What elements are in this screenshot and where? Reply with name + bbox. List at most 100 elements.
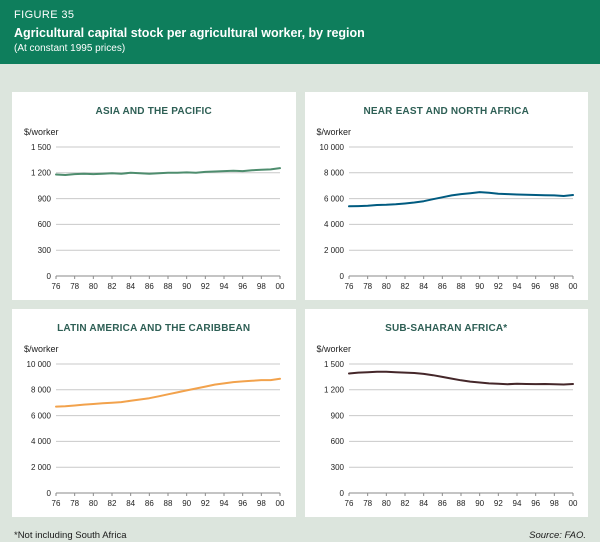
svg-text:4 000: 4 000 xyxy=(31,437,52,446)
svg-text:76: 76 xyxy=(344,499,353,508)
svg-text:92: 92 xyxy=(493,499,502,508)
y-axis-label: $/worker xyxy=(24,344,59,354)
svg-text:10 000: 10 000 xyxy=(27,360,52,369)
svg-text:98: 98 xyxy=(257,282,266,291)
svg-text:82: 82 xyxy=(400,282,409,291)
svg-text:78: 78 xyxy=(70,499,79,508)
svg-text:2 000: 2 000 xyxy=(323,246,344,255)
svg-text:84: 84 xyxy=(419,282,428,291)
svg-text:00: 00 xyxy=(276,282,285,291)
svg-text:94: 94 xyxy=(512,282,521,291)
figure-title: Agricultural capital stock per agricultu… xyxy=(14,26,365,40)
svg-text:88: 88 xyxy=(164,282,173,291)
svg-text:00: 00 xyxy=(276,499,285,508)
svg-text:80: 80 xyxy=(381,499,390,508)
svg-text:1 200: 1 200 xyxy=(31,169,52,178)
svg-text:80: 80 xyxy=(89,499,98,508)
figure-footer: *Not including South Africa Source: FAO. xyxy=(0,517,600,541)
chart-title: NEAR EAST AND NORTH AFRICA xyxy=(363,106,530,117)
y-axis-label: $/worker xyxy=(24,127,59,137)
svg-text:90: 90 xyxy=(475,499,484,508)
svg-text:82: 82 xyxy=(108,282,117,291)
svg-text:98: 98 xyxy=(257,499,266,508)
footnote: *Not including South Africa xyxy=(14,530,127,541)
svg-text:90: 90 xyxy=(182,282,191,291)
svg-text:00: 00 xyxy=(568,499,577,508)
svg-text:84: 84 xyxy=(419,499,428,508)
svg-text:600: 600 xyxy=(38,220,52,229)
svg-text:90: 90 xyxy=(182,499,191,508)
svg-text:1 200: 1 200 xyxy=(323,386,344,395)
svg-text:86: 86 xyxy=(145,499,154,508)
svg-text:96: 96 xyxy=(238,282,247,291)
sub-saharan-africa-line-chart: 0 300 600 900 1 200 1 500 76 78 80 82 84 86 88 90 92 94… xyxy=(323,360,577,508)
figure-header: FIGURE 35 Agricultural capital stock per… xyxy=(0,0,600,64)
chart-title: LATIN AMERICA AND THE CARIBBEAN xyxy=(57,323,251,334)
chart-panel-asia-pacific: ASIA AND THE PACIFIC $/worker 0 300 600 900… xyxy=(12,92,296,300)
svg-text:10 000: 10 000 xyxy=(319,143,344,152)
chart-panel-near-east-north-africa: NEAR EAST AND NORTH AFRICA $/worker 0 2 0… xyxy=(304,92,588,300)
svg-text:78: 78 xyxy=(363,499,372,508)
svg-text:94: 94 xyxy=(512,499,521,508)
svg-text:98: 98 xyxy=(549,282,558,291)
latin-america-caribbean-line-chart: 0 2 000 4 000 6 000 8 000 10 000 76 78 80 82 84 86 8… xyxy=(27,360,285,508)
svg-text:94: 94 xyxy=(220,282,229,291)
svg-text:86: 86 xyxy=(437,499,446,508)
svg-text:96: 96 xyxy=(531,499,540,508)
figure-label: FIGURE 35 xyxy=(14,9,75,21)
svg-text:92: 92 xyxy=(201,499,210,508)
svg-text:900: 900 xyxy=(330,411,344,420)
svg-text:84: 84 xyxy=(126,282,135,291)
svg-text:92: 92 xyxy=(493,282,502,291)
svg-text:86: 86 xyxy=(145,282,154,291)
svg-text:80: 80 xyxy=(89,282,98,291)
svg-text:88: 88 xyxy=(456,282,465,291)
svg-text:300: 300 xyxy=(330,463,344,472)
svg-text:80: 80 xyxy=(381,282,390,291)
svg-text:6 000: 6 000 xyxy=(323,194,344,203)
svg-text:8 000: 8 000 xyxy=(323,169,344,178)
asia-pacific-line-chart: 0 300 600 900 1 200 1 500 76 78 80 82 84 86 88 90 92 94… xyxy=(31,143,285,291)
svg-text:8 000: 8 000 xyxy=(31,386,52,395)
y-axis-label: $/worker xyxy=(316,127,352,137)
chart-title: SUB-SAHARAN AFRICA* xyxy=(385,323,508,334)
svg-text:0: 0 xyxy=(47,489,52,498)
svg-text:0: 0 xyxy=(339,272,344,281)
svg-text:00: 00 xyxy=(568,282,577,291)
svg-text:88: 88 xyxy=(456,499,465,508)
svg-text:600: 600 xyxy=(330,437,344,446)
svg-text:82: 82 xyxy=(400,499,409,508)
figure-subtitle: (At constant 1995 prices) xyxy=(14,43,126,54)
svg-text:82: 82 xyxy=(108,499,117,508)
svg-text:98: 98 xyxy=(549,499,558,508)
svg-text:76: 76 xyxy=(52,282,61,291)
chart-title: ASIA AND THE PACIFIC xyxy=(95,106,212,117)
svg-text:96: 96 xyxy=(238,499,247,508)
svg-text:300: 300 xyxy=(38,246,52,255)
svg-text:0: 0 xyxy=(339,489,344,498)
svg-text:78: 78 xyxy=(70,282,79,291)
svg-text:2 000: 2 000 xyxy=(31,463,52,472)
source-note: Source: FAO. xyxy=(529,530,586,541)
svg-text:6 000: 6 000 xyxy=(31,411,52,420)
svg-text:76: 76 xyxy=(52,499,61,508)
svg-text:0: 0 xyxy=(47,272,52,281)
svg-text:88: 88 xyxy=(164,499,173,508)
svg-text:92: 92 xyxy=(201,282,210,291)
svg-text:4 000: 4 000 xyxy=(323,220,344,229)
near-east-north-africa-line-chart: 0 2 000 4 000 6 000 8 000 10 000 76 78 80 82 84 86 8… xyxy=(319,143,577,291)
svg-text:1 500: 1 500 xyxy=(323,360,344,369)
svg-text:1 500: 1 500 xyxy=(31,143,52,152)
chart-panel-latin-america-caribbean: LATIN AMERICA AND THE CARIBBEAN $/worker… xyxy=(12,309,296,517)
svg-text:90: 90 xyxy=(475,282,484,291)
svg-text:94: 94 xyxy=(220,499,229,508)
svg-text:900: 900 xyxy=(38,194,52,203)
charts-grid: ASIA AND THE PACIFIC $/worker 0 300 600 900… xyxy=(0,64,600,517)
svg-text:84: 84 xyxy=(126,499,135,508)
svg-text:78: 78 xyxy=(363,282,372,291)
svg-text:76: 76 xyxy=(344,282,353,291)
svg-text:96: 96 xyxy=(531,282,540,291)
y-axis-label: $/worker xyxy=(316,344,352,354)
svg-text:86: 86 xyxy=(437,282,446,291)
chart-panel-sub-saharan-africa: SUB-SAHARAN AFRICA* $/worker 0 300 600 900 1… xyxy=(304,309,588,517)
